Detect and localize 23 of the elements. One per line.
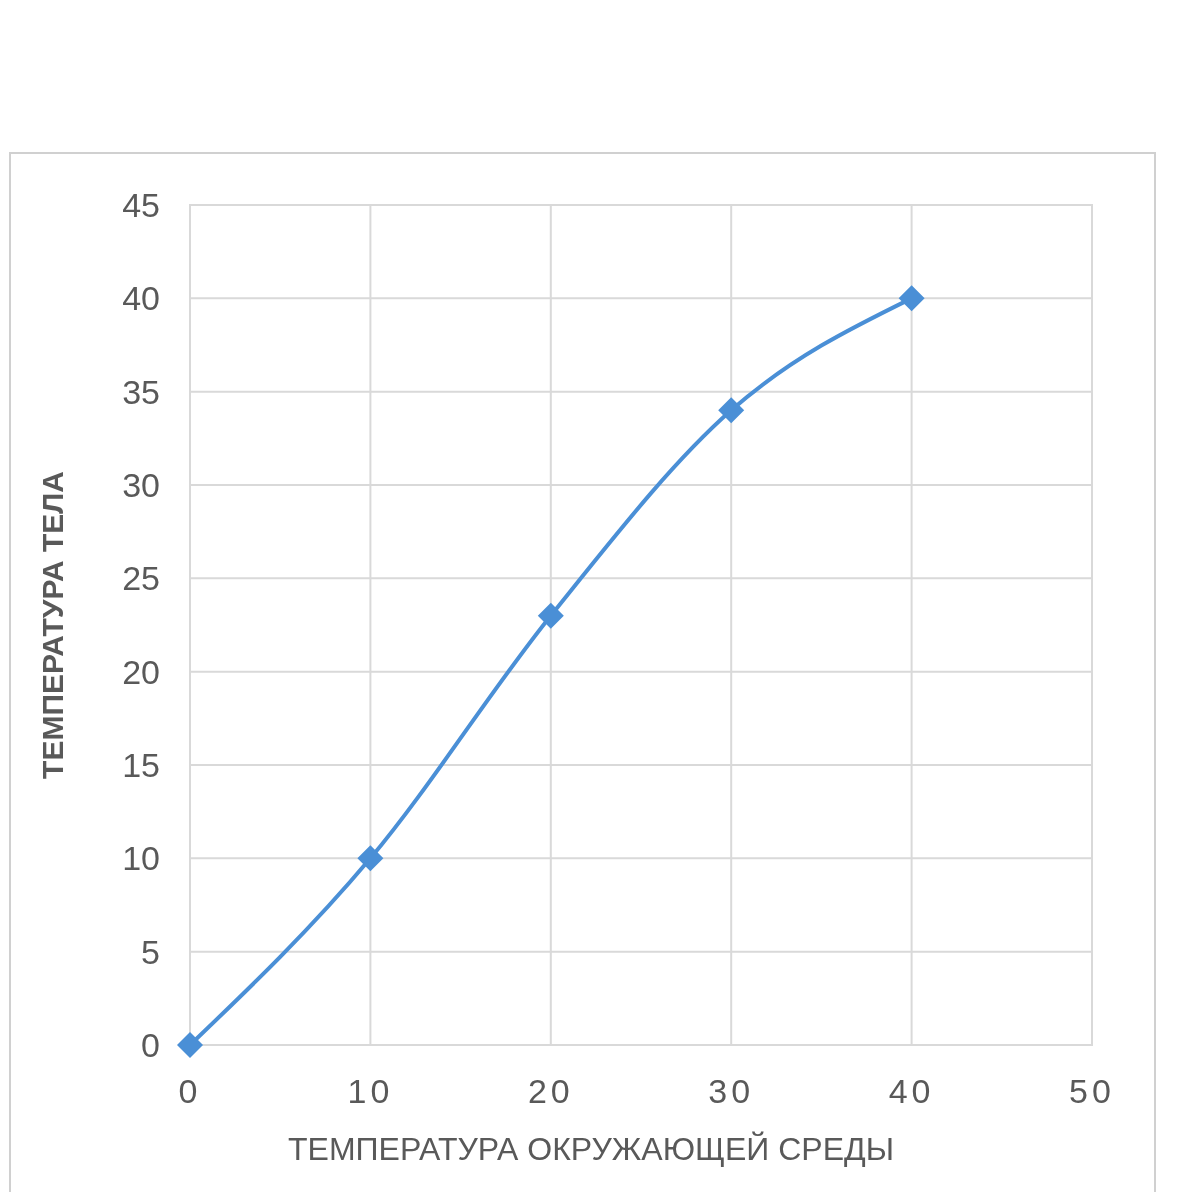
point — [177, 1032, 203, 1058]
y-tick-label: 10 — [122, 839, 160, 878]
y-tick-label: 30 — [122, 465, 160, 504]
y-tick-label: 15 — [122, 745, 160, 784]
point — [718, 397, 745, 424]
y-tick-label: 40 — [122, 279, 160, 318]
y-tick-label: 45 — [122, 185, 160, 224]
x-tick-label: 0 — [178, 1072, 202, 1110]
x-tick-label: 40 — [888, 1072, 935, 1110]
x-tick-label: 20 — [527, 1072, 574, 1110]
y-tick-label: 25 — [122, 559, 160, 598]
x-tick-label: 10 — [347, 1072, 394, 1110]
y-axis-title: ТЕМПЕРАТУРА ТЕЛА — [36, 471, 69, 779]
y-tick-label: 20 — [122, 652, 160, 691]
y-tick-label: 0 — [141, 1025, 160, 1064]
y-tick-label: 35 — [122, 372, 160, 411]
point — [537, 602, 564, 629]
point — [898, 285, 925, 312]
x-tick-label: 30 — [708, 1072, 755, 1110]
x-tick-label: 50 — [1069, 1072, 1115, 1110]
y-tick-label: 5 — [141, 932, 160, 971]
x-axis-title: ТЕМПЕРАТУРА ОКРУЖАЮЩЕЙ СРЕДЫ — [288, 1131, 894, 1167]
point — [357, 845, 384, 872]
